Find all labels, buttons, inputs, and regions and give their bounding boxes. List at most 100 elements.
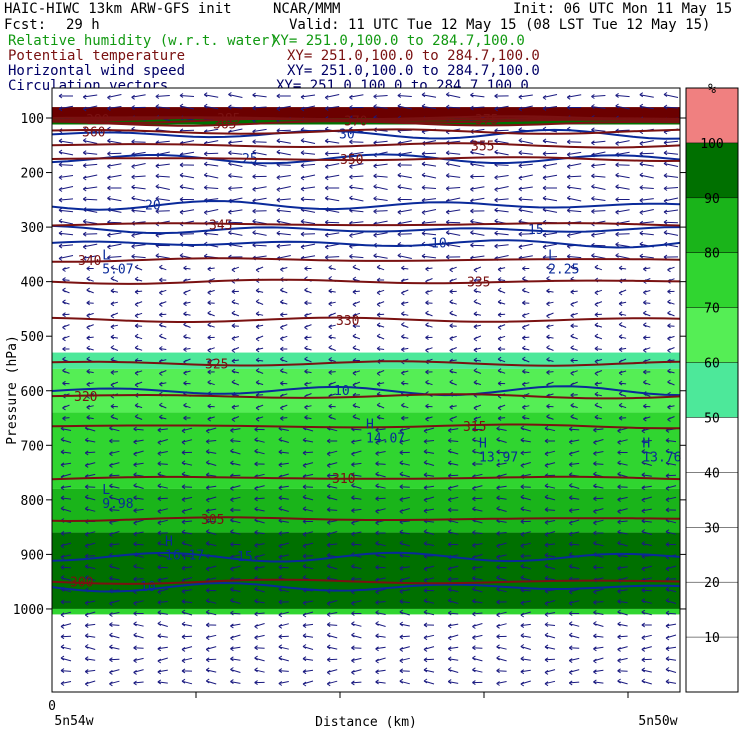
wind-vector <box>470 230 485 236</box>
wind-vector <box>497 404 506 411</box>
wind-vector <box>568 563 580 570</box>
extremum-kind: H <box>642 436 650 451</box>
wind-vector <box>520 656 531 662</box>
wind-vector <box>300 163 316 169</box>
wind-vector <box>62 380 70 386</box>
wind-vector <box>183 301 191 307</box>
wind-vector <box>110 324 119 330</box>
wind-vector <box>522 404 530 410</box>
wind-vector <box>304 404 312 410</box>
wind-vector <box>181 678 193 685</box>
isentrope-line <box>52 316 680 323</box>
wind-vector <box>278 485 289 491</box>
wind-vector <box>276 207 291 213</box>
wind-vector <box>82 243 98 250</box>
wind-vector <box>639 92 654 98</box>
wind-vector <box>58 149 74 156</box>
wind-vector <box>203 161 219 167</box>
wind-vector <box>401 322 409 328</box>
colorbar-tick-label: 100 <box>700 137 723 152</box>
wind-vector <box>665 473 677 479</box>
wind-vector <box>375 471 386 478</box>
wind-vector <box>373 208 388 214</box>
wind-vector <box>60 495 72 501</box>
wind-vector <box>375 540 386 547</box>
wind-vector <box>300 105 316 112</box>
legend-theta-name: Potential temperature <box>8 48 186 64</box>
wind-vector <box>639 161 654 167</box>
wind-vector <box>326 462 338 468</box>
wind-vector <box>594 333 603 340</box>
wind-vector <box>107 163 122 169</box>
wind-vector <box>497 346 506 352</box>
wind-vector <box>472 575 483 581</box>
colorbar-bin <box>686 142 738 198</box>
wind-vector <box>60 462 72 468</box>
legend-rh-xy: XY= 251.0,100.0 to 284.7,100.0 <box>272 33 525 49</box>
wind-vector <box>520 600 531 606</box>
wind-vector <box>641 460 652 466</box>
wind-vector <box>205 449 217 455</box>
wind-vector <box>665 507 677 513</box>
wind-vector <box>302 633 314 639</box>
wind-vector <box>445 150 461 156</box>
wind-vector <box>494 197 509 203</box>
wind-vector <box>351 450 362 457</box>
isotach-line <box>52 224 680 235</box>
wind-vector <box>570 358 578 363</box>
wind-vector <box>375 588 386 595</box>
isotach-label: 20 <box>145 198 161 213</box>
wind-vector <box>449 416 457 422</box>
wind-vector <box>472 485 483 491</box>
wind-vector <box>497 324 506 330</box>
wind-vector <box>107 243 122 250</box>
wind-vector <box>643 347 651 353</box>
wind-vector <box>544 600 556 606</box>
wind-vector <box>181 519 193 525</box>
wind-vector <box>473 311 481 317</box>
wind-vector <box>667 289 675 295</box>
wind-vector <box>376 322 385 328</box>
isotach-label: 10 <box>334 384 350 399</box>
wind-vector <box>641 541 652 546</box>
wind-vector <box>496 634 507 640</box>
wind-vector <box>278 564 289 570</box>
wind-vector <box>542 232 558 238</box>
wind-vector <box>425 290 433 295</box>
wind-vector <box>593 508 604 514</box>
wind-vector <box>304 414 312 420</box>
wind-vector <box>546 312 554 319</box>
wind-vector <box>639 185 654 190</box>
wind-vector <box>328 369 336 375</box>
wind-vector <box>494 93 509 99</box>
wind-vector <box>520 519 531 525</box>
wind-vector <box>593 540 604 547</box>
wind-vector <box>134 323 143 329</box>
wind-vector <box>591 253 606 259</box>
wind-vector <box>181 621 193 627</box>
wind-vector <box>157 610 168 616</box>
wind-vector <box>62 404 70 411</box>
wind-vector <box>109 450 120 457</box>
wind-vector <box>326 644 338 650</box>
wind-vector <box>326 657 338 663</box>
wind-vector <box>566 151 582 158</box>
wind-vector <box>373 253 388 259</box>
wind-vector <box>570 301 578 307</box>
wind-vector <box>593 564 604 570</box>
wind-vector <box>230 667 241 673</box>
wind-vector <box>397 196 412 202</box>
isotach-line <box>52 239 680 249</box>
wind-vector <box>304 381 312 387</box>
wind-vector <box>544 450 556 457</box>
wind-vector <box>594 391 603 397</box>
wind-vector <box>518 186 533 192</box>
wind-vector <box>278 542 289 549</box>
isentrope-line <box>52 156 680 163</box>
wind-vector <box>230 507 241 513</box>
wind-vector <box>447 496 459 503</box>
wind-vector <box>665 656 677 662</box>
wind-vector <box>304 368 312 374</box>
wind-vector <box>497 415 506 421</box>
